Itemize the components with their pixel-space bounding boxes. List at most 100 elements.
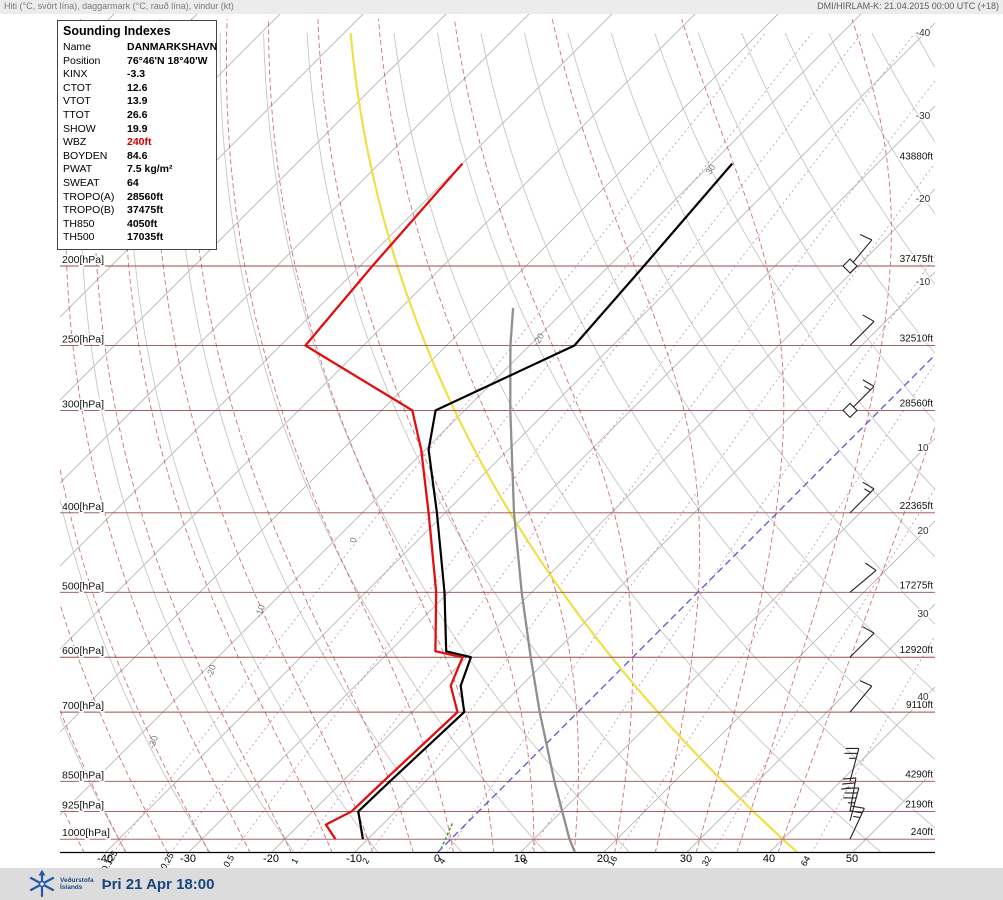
isopleth-inline-label: 0 bbox=[348, 536, 359, 544]
highlight-dry-adiabat bbox=[349, 32, 799, 853]
mixing-ratio-label: 16 bbox=[606, 854, 620, 868]
pressure-label: 925[hPa] bbox=[62, 799, 104, 811]
temp-axis-label: -40 bbox=[97, 853, 113, 865]
model-run-text: DMI/HIRLAM-K: 21.04.2015 00:00 UTC (+18) bbox=[817, 1, 999, 11]
altitude-label: 43880ft bbox=[900, 152, 934, 163]
pressure-label: 300[hPa] bbox=[62, 398, 104, 410]
pressure-axis: 200[hPa] 250[hPa] 300[hPa] 400[hPa] 500[hPa]… bbox=[60, 253, 935, 841]
index-row: Position 76°46'N 18°40'W bbox=[63, 54, 208, 67]
altitude-label: 22365ft bbox=[900, 501, 934, 512]
wind-barb bbox=[849, 626, 875, 658]
index-row: TH850 4050ft bbox=[63, 217, 158, 230]
vedurstofa-logo: Veðurstofa Íslands bbox=[26, 870, 94, 898]
index-rows: Name DANMARKSHAVN Position 76°46'N 18°40'W K… bbox=[63, 41, 218, 245]
wind-barbs bbox=[841, 233, 877, 840]
temp-axis-label: -20 bbox=[263, 853, 279, 865]
pressure-label: 500[hPa] bbox=[62, 580, 104, 592]
pressure-label: 700[hPa] bbox=[62, 700, 104, 712]
right-temp-label: 10 bbox=[917, 443, 929, 454]
wind-barb bbox=[849, 562, 877, 593]
right-temp-label: 20 bbox=[917, 526, 929, 537]
isopleth-inline-label: -20 bbox=[204, 663, 218, 678]
isopleth-inline-label: -30 bbox=[146, 734, 160, 749]
isopleth-grid bbox=[60, 14, 935, 853]
org-name: Veðurstofa Íslands bbox=[60, 877, 94, 891]
right-temp-label: -10 bbox=[916, 277, 931, 288]
right-temp-label: -30 bbox=[916, 111, 931, 122]
right-temp-label: 30 bbox=[917, 609, 929, 620]
footer-bar: Veðurstofa Íslands Þri 21 Apr 18:00 bbox=[0, 868, 1003, 900]
wind-barb bbox=[849, 805, 865, 840]
index-row: SHOW 19.9 bbox=[63, 122, 148, 135]
snowflake-star-icon bbox=[29, 870, 55, 898]
wind-barb bbox=[849, 680, 873, 713]
temp-axis-label: 20 bbox=[597, 853, 609, 865]
index-row: TTOT 26.6 bbox=[63, 108, 148, 121]
mixing-ratio-label: 4 bbox=[437, 856, 448, 865]
wind-barb bbox=[849, 481, 875, 514]
wind-barb bbox=[849, 233, 873, 267]
top-info-bar: Hiti (°C, svört lína), daggarmark (°C, r… bbox=[0, 0, 1003, 14]
right-temp-label: -20 bbox=[916, 194, 931, 205]
temp-axis-label: -10 bbox=[346, 853, 362, 865]
index-row: TH500 17035ft bbox=[63, 231, 164, 244]
altitude-label: 28560ft bbox=[900, 398, 934, 409]
index-row: TROPO(A) 28560ft bbox=[63, 190, 164, 203]
index-row: CTOT 12.6 bbox=[63, 81, 148, 94]
wind-barb bbox=[849, 379, 875, 411]
pressure-label: 1000[hPa] bbox=[62, 827, 110, 839]
altitude-label: 32510ft bbox=[900, 333, 934, 344]
mixing-ratio-label: 32 bbox=[700, 854, 714, 868]
org-name-line1: Veðurstofa bbox=[60, 877, 94, 884]
altitude-label: 240ft bbox=[911, 827, 933, 838]
tropopause-marker bbox=[842, 402, 858, 419]
pressure-label: 850[hPa] bbox=[62, 769, 104, 781]
wind-barb bbox=[841, 777, 857, 812]
index-row: SWEAT 64 bbox=[63, 176, 139, 189]
index-row: Name DANMARKSHAVN bbox=[63, 41, 218, 53]
isopleth-inline-label: -10 bbox=[253, 603, 267, 618]
pressure-label: 400[hPa] bbox=[62, 501, 104, 513]
tropopause-marker bbox=[842, 258, 858, 274]
temp-axis-label: 50 bbox=[846, 853, 858, 865]
altitude-label: 2190ft bbox=[905, 799, 933, 810]
pressure-label: 200[hPa] bbox=[62, 254, 104, 266]
right-temp-label: 40 bbox=[917, 692, 929, 703]
isopleth-inline-label: 30 bbox=[704, 163, 718, 177]
altitude-label: 17275ft bbox=[900, 580, 934, 591]
altitude-label: 9110ft bbox=[906, 700, 933, 711]
dewpoint-line bbox=[304, 162, 464, 840]
index-row: TROPO(B) 37475ft bbox=[63, 204, 164, 217]
pressure-label: 600[hPa] bbox=[62, 645, 104, 657]
valid-datetime: Þri 21 Apr 18:00 bbox=[101, 875, 215, 893]
temperature-line bbox=[357, 162, 734, 840]
right-temp-label: -40 bbox=[916, 28, 931, 39]
wind-barb bbox=[849, 314, 875, 346]
index-row: WBZ 240ft bbox=[63, 136, 152, 149]
temp-axis-label: 40 bbox=[763, 853, 775, 865]
wind-barb bbox=[844, 747, 860, 782]
parcel-marker bbox=[440, 821, 454, 850]
legend-text: Hiti (°C, svört lína), daggarmark (°C, r… bbox=[4, 1, 234, 11]
altitude-label: 4290ft bbox=[905, 769, 933, 780]
mixing-ratio-label: 2 bbox=[360, 856, 371, 865]
zero-isotherm bbox=[437, 354, 935, 853]
temp-axis-label: -30 bbox=[180, 853, 196, 865]
index-row: KINX -3.3 bbox=[63, 68, 146, 81]
mixing-ratio-label: 8 bbox=[519, 856, 530, 865]
temp-axis-label: 10 bbox=[514, 853, 526, 865]
mixing-ratio-label: 64 bbox=[799, 854, 813, 868]
org-name-line2: Íslands bbox=[60, 884, 83, 891]
mixing-ratio-label: 0.5 bbox=[221, 853, 236, 869]
temp-axis-label: 0 bbox=[434, 853, 440, 865]
index-row: VTOT 13.9 bbox=[63, 95, 148, 108]
mixing-ratio-label: 1 bbox=[289, 856, 300, 865]
index-row: PWAT 7.5 kg/m² bbox=[63, 163, 173, 176]
altitude-label: 12920ft bbox=[900, 645, 934, 656]
temp-axis-label: 30 bbox=[680, 853, 692, 865]
index-row: BOYDEN 84.6 bbox=[63, 149, 148, 162]
standard-atmosphere-line bbox=[509, 307, 576, 853]
sounding-indexes-panel: Sounding Indexes Name DANMARKSHAVN Positio… bbox=[57, 20, 217, 250]
pressure-label: 250[hPa] bbox=[62, 333, 104, 345]
